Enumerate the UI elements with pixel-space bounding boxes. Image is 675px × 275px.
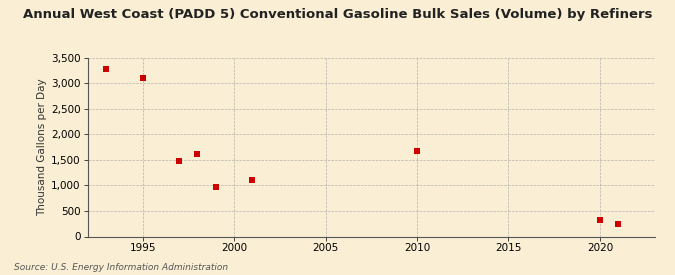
- Y-axis label: Thousand Gallons per Day: Thousand Gallons per Day: [37, 78, 47, 216]
- Text: Source: U.S. Energy Information Administration: Source: U.S. Energy Information Administ…: [14, 263, 227, 272]
- Point: [211, 185, 221, 189]
- Text: Annual West Coast (PADD 5) Conventional Gasoline Bulk Sales (Volume) by Refiners: Annual West Coast (PADD 5) Conventional …: [23, 8, 652, 21]
- Point: [412, 149, 423, 153]
- Point: [137, 76, 148, 80]
- Point: [192, 152, 203, 156]
- Point: [595, 218, 605, 222]
- Point: [101, 67, 111, 72]
- Point: [173, 159, 184, 164]
- Point: [613, 222, 624, 226]
- Point: [247, 178, 258, 183]
